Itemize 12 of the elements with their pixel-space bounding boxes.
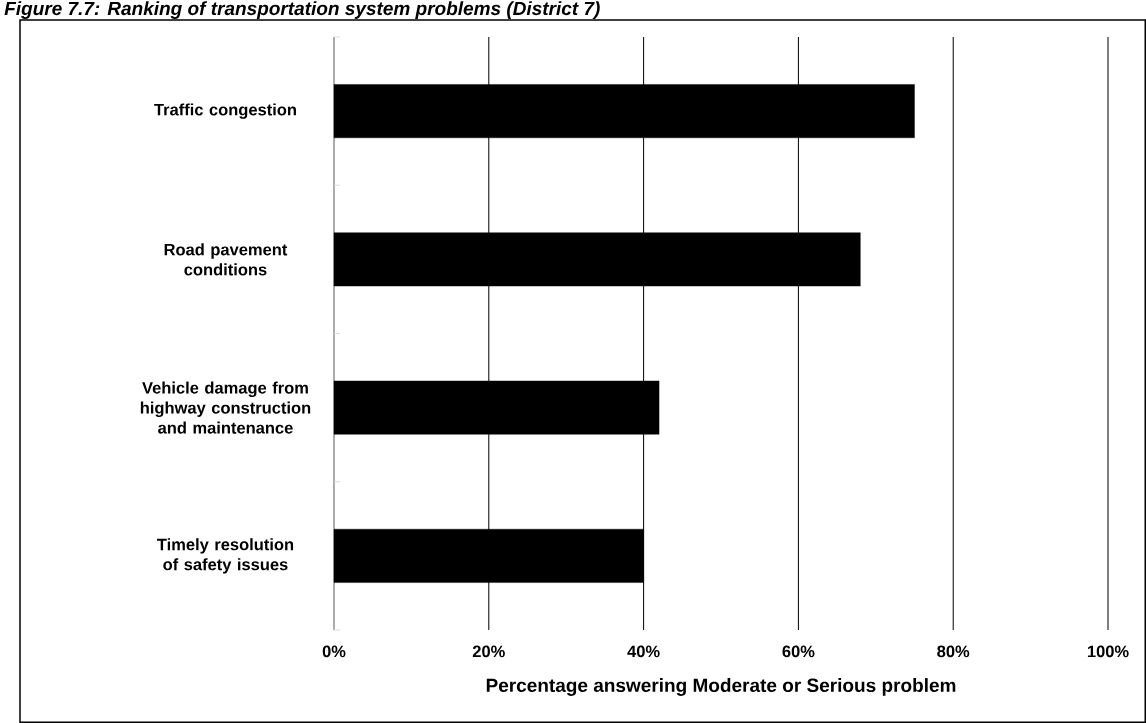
chart-title: Figure 7.7: Ranking of transportation system problems (District 7) bbox=[4, 1, 600, 19]
x-tick-label: 20% bbox=[472, 645, 505, 658]
x-tick-label: 40% bbox=[627, 645, 660, 658]
y-tick-label: Timely resolution of safety issues bbox=[157, 538, 294, 574]
x-tick-label: 100% bbox=[1087, 645, 1129, 658]
x-axis-title: Percentage answering Moderate or Serious problem bbox=[486, 678, 956, 696]
y-tick-label: Vehicle damage from highway construction and maintenance bbox=[140, 381, 311, 434]
y-tick-label: Road pavement conditions bbox=[164, 243, 288, 276]
x-tick-label: 60% bbox=[782, 645, 815, 658]
y-tick-label: Traffic congestion bbox=[154, 103, 296, 119]
x-tick-label: 80% bbox=[937, 645, 970, 658]
x-tick-label: 0% bbox=[322, 645, 346, 658]
